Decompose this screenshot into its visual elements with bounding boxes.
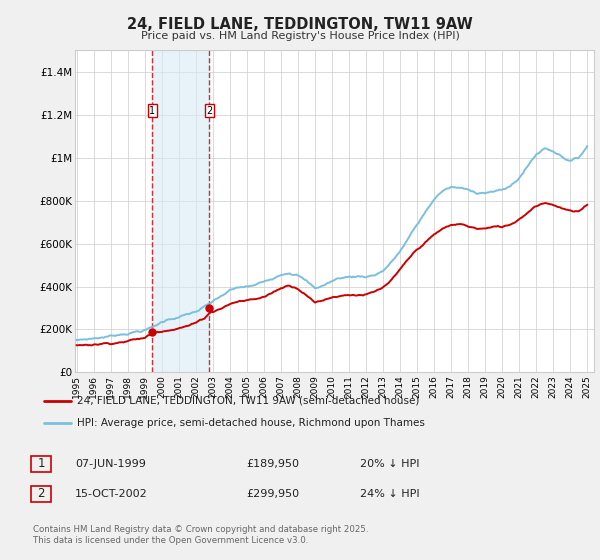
Text: HPI: Average price, semi-detached house, Richmond upon Thames: HPI: Average price, semi-detached house,… bbox=[77, 418, 425, 427]
Text: 24, FIELD LANE, TEDDINGTON, TW11 9AW (semi-detached house): 24, FIELD LANE, TEDDINGTON, TW11 9AW (se… bbox=[77, 396, 419, 406]
Text: £299,950: £299,950 bbox=[246, 489, 299, 499]
Text: Price paid vs. HM Land Registry's House Price Index (HPI): Price paid vs. HM Land Registry's House … bbox=[140, 31, 460, 41]
Text: 07-JUN-1999: 07-JUN-1999 bbox=[75, 459, 146, 469]
Text: 24% ↓ HPI: 24% ↓ HPI bbox=[360, 489, 419, 499]
Bar bbox=[152, 50, 209, 372]
Text: 24, FIELD LANE, TEDDINGTON, TW11 9AW: 24, FIELD LANE, TEDDINGTON, TW11 9AW bbox=[127, 17, 473, 32]
Text: 15-OCT-2002: 15-OCT-2002 bbox=[75, 489, 148, 499]
Text: 20% ↓ HPI: 20% ↓ HPI bbox=[360, 459, 419, 469]
Text: 1: 1 bbox=[149, 105, 155, 115]
Text: 2: 2 bbox=[37, 487, 45, 501]
Text: £189,950: £189,950 bbox=[246, 459, 299, 469]
Text: 1: 1 bbox=[37, 457, 45, 470]
Text: 2: 2 bbox=[206, 105, 212, 115]
Text: Contains HM Land Registry data © Crown copyright and database right 2025.
This d: Contains HM Land Registry data © Crown c… bbox=[33, 525, 368, 545]
